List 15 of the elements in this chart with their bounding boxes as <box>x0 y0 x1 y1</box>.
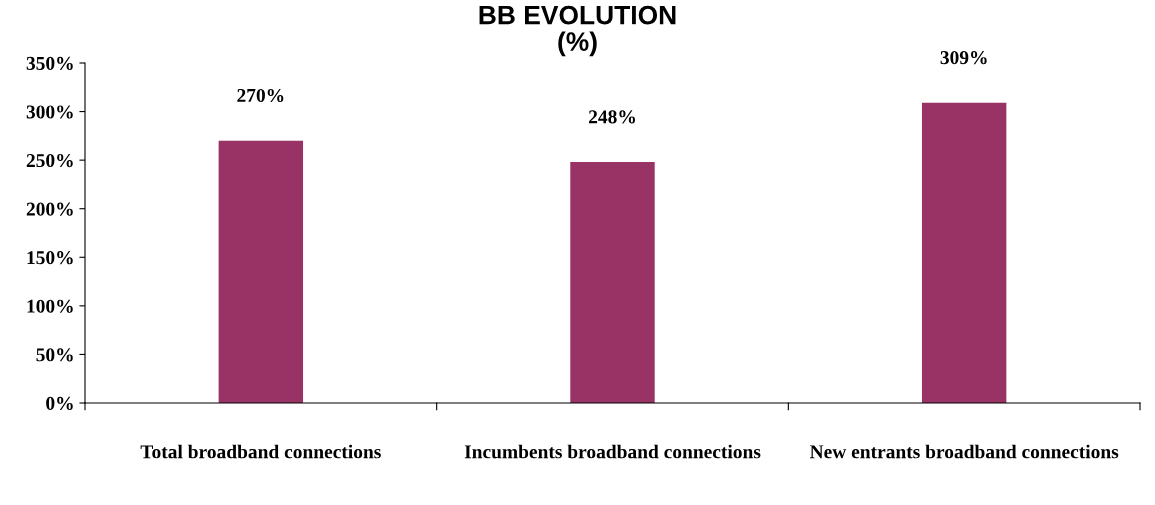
y-tick-label: 0% <box>46 396 73 410</box>
x-tick-label: Total broadband connections <box>140 444 381 459</box>
y-tick-label: 50% <box>36 348 73 362</box>
y-tick-label: 250% <box>26 153 73 168</box>
data-label: 270% <box>237 88 284 103</box>
y-tick-label: 150% <box>27 251 73 265</box>
y-tick-label: 350% <box>26 56 73 70</box>
x-tick-label: New entrants broadband connections <box>809 444 1119 459</box>
data-label: 309% <box>940 51 987 65</box>
chart-title: BB EVOLUTION (%) <box>479 5 676 57</box>
data-label: 248% <box>589 110 635 124</box>
y-tick-label: 200% <box>26 202 73 216</box>
y-tick-label: 100% <box>27 299 73 313</box>
x-tick-label: Incumbents broadband connections <box>464 444 761 459</box>
y-tick-label: 300% <box>26 105 73 119</box>
